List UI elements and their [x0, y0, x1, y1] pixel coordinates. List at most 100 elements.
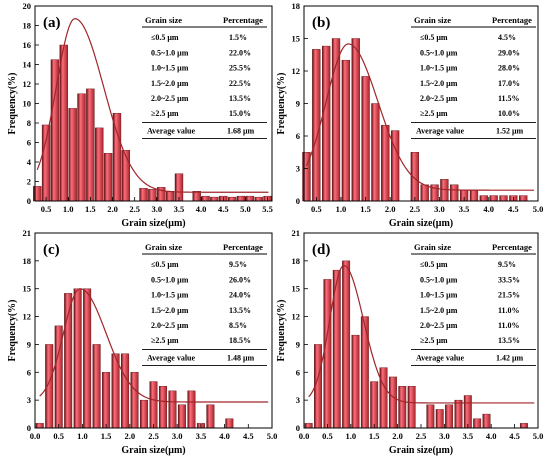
table-cell-grain-size: 2.0~2.5 μm: [420, 94, 458, 103]
table-average-label: Average value: [147, 353, 196, 362]
table-cell-percentage: 29.0%: [498, 48, 520, 57]
x-axis-label: Grain size(μm): [389, 445, 453, 456]
table-cell-percentage: 15.0%: [229, 109, 251, 118]
inset-table: Grain size Percentage ≤0.5 μm 9.5% 0.5~1.0 μ…: [411, 242, 536, 366]
table-cell-grain-size: 1.5~2.0 μm: [420, 79, 458, 88]
histogram-bar: [177, 404, 186, 429]
histogram-bar: [35, 423, 44, 429]
y-tick-label: 0: [27, 423, 31, 433]
histogram-bar: [77, 93, 86, 202]
y-tick-label: 12: [292, 312, 301, 322]
table-header-percentage: Percentage: [492, 242, 532, 252]
histogram-bar: [331, 38, 341, 202]
histogram-bar: [206, 404, 215, 429]
fit-curve: [308, 264, 535, 404]
x-tick-label: 2.5: [410, 204, 421, 214]
table-cell-percentage: 13.5%: [229, 94, 251, 103]
y-tick-label: 18: [292, 1, 301, 11]
table-cell-grain-size: 2.0~2.5 μm: [151, 94, 189, 103]
table-cell-grain-size: 0.5~1.0 μm: [420, 48, 458, 57]
histogram-bar: [482, 413, 491, 429]
table-cell-percentage: 9.5%: [229, 260, 247, 269]
table-header-percentage: Percentage: [492, 15, 532, 25]
histogram-bar: [398, 386, 407, 429]
histogram-bar: [103, 153, 113, 202]
table-cell-grain-size: 1.5~2.0 μm: [420, 306, 458, 315]
histogram-bar: [236, 195, 246, 202]
panel-label: (d): [312, 242, 330, 258]
x-tick-label: 4.5: [509, 431, 520, 441]
y-tick-label: 0: [27, 196, 31, 206]
x-tick-label: 0.5: [311, 204, 322, 214]
x-tick-label: 1.5: [360, 204, 371, 214]
histogram-bar: [520, 423, 528, 429]
table-cell-percentage: 18.5%: [229, 336, 251, 345]
y-tick-label: 18: [23, 21, 32, 31]
x-tick-label: 4.0: [219, 431, 230, 441]
table-cell-percentage: 33.5%: [498, 275, 520, 284]
table-cell-grain-size: 1.0~1.5 μm: [151, 64, 189, 73]
table-average-label: Average value: [147, 126, 196, 135]
y-tick-label: 18: [292, 256, 301, 266]
table-cell-percentage: 10.0%: [498, 109, 520, 118]
y-tick-label: 4: [27, 157, 32, 167]
histogram-bar: [254, 196, 263, 202]
histogram-bar: [112, 113, 122, 202]
x-tick-label: 1.0: [345, 431, 356, 441]
histogram-bar: [111, 353, 120, 429]
table-cell-grain-size: 1.0~1.5 μm: [420, 291, 458, 300]
x-tick-label: 1.5: [85, 204, 96, 214]
table-cell-grain-size: 1.5~2.0 μm: [151, 306, 189, 315]
histogram-bar: [361, 76, 370, 202]
y-tick-label: 12: [23, 79, 32, 89]
histogram-bar: [420, 184, 429, 202]
x-tick-label: 2.0: [385, 204, 396, 214]
y-tick-label: 14: [23, 60, 32, 70]
y-tick-label: 8: [27, 118, 31, 128]
x-tick-label: 2.5: [148, 431, 159, 441]
x-tick-label: 1.0: [336, 204, 347, 214]
x-tick-label: 3.0: [152, 204, 163, 214]
chart-panel-a: 0.5 1.0 1.5 2.0 2.5 3.0 3.5 4.0 4.5 5.0 5.5 0 2 4 6 8 10…: [7, 1, 273, 229]
histogram-bar: [227, 196, 237, 202]
x-tick-label: 3.5: [462, 431, 473, 441]
y-tick-label: 18: [23, 256, 32, 266]
table-average-value: 1.68 μm: [227, 126, 255, 135]
x-tick-label: 1.5: [101, 431, 112, 441]
x-tick-label: 2.0: [392, 431, 403, 441]
y-axis-label: Frequency(%): [276, 72, 287, 134]
x-tick-label: 1.0: [63, 204, 74, 214]
histogram-bar: [370, 381, 379, 429]
histogram-bar: [86, 88, 95, 202]
histogram-bar: [168, 390, 177, 429]
y-tick-label: 6: [296, 367, 300, 377]
table-header-percentage: Percentage: [223, 242, 263, 252]
x-tick-label: 0.5: [53, 431, 64, 441]
histogram-bar: [454, 399, 463, 429]
histogram-bar: [463, 395, 472, 429]
table-average-label: Average value: [416, 126, 465, 135]
table-header-grain-size: Grain size: [414, 242, 451, 252]
panel-label: (b): [312, 15, 330, 31]
x-tick-label: 3.5: [174, 204, 185, 214]
y-tick-label: 15: [23, 284, 32, 294]
histogram-bar: [187, 390, 196, 429]
table-cell-grain-size: 0.5~1.0 μm: [151, 275, 189, 284]
histogram-bar: [95, 127, 104, 202]
fit-curve: [36, 18, 269, 193]
y-tick-label: 3: [296, 395, 300, 405]
table-cell-percentage: 25.5%: [229, 64, 251, 73]
histogram-bar: [121, 353, 130, 429]
table-cell-percentage: 26.0%: [229, 275, 251, 284]
y-tick-label: 20: [23, 1, 32, 11]
x-tick-label: 5.0: [533, 431, 544, 441]
table-cell-percentage: 11.0%: [498, 321, 520, 330]
histogram-bar: [245, 195, 255, 202]
y-tick-label: 3: [27, 395, 31, 405]
histogram-bar: [450, 184, 459, 202]
inset-table: Grain size Percentage ≤0.5 μm 4.5% 0.5~1.0 μ…: [411, 15, 536, 139]
table-cell-percentage: 11.5%: [498, 94, 520, 103]
table-cell-grain-size: ≤0.5 μm: [420, 260, 448, 269]
table-cell-percentage: 28.0%: [498, 64, 520, 73]
